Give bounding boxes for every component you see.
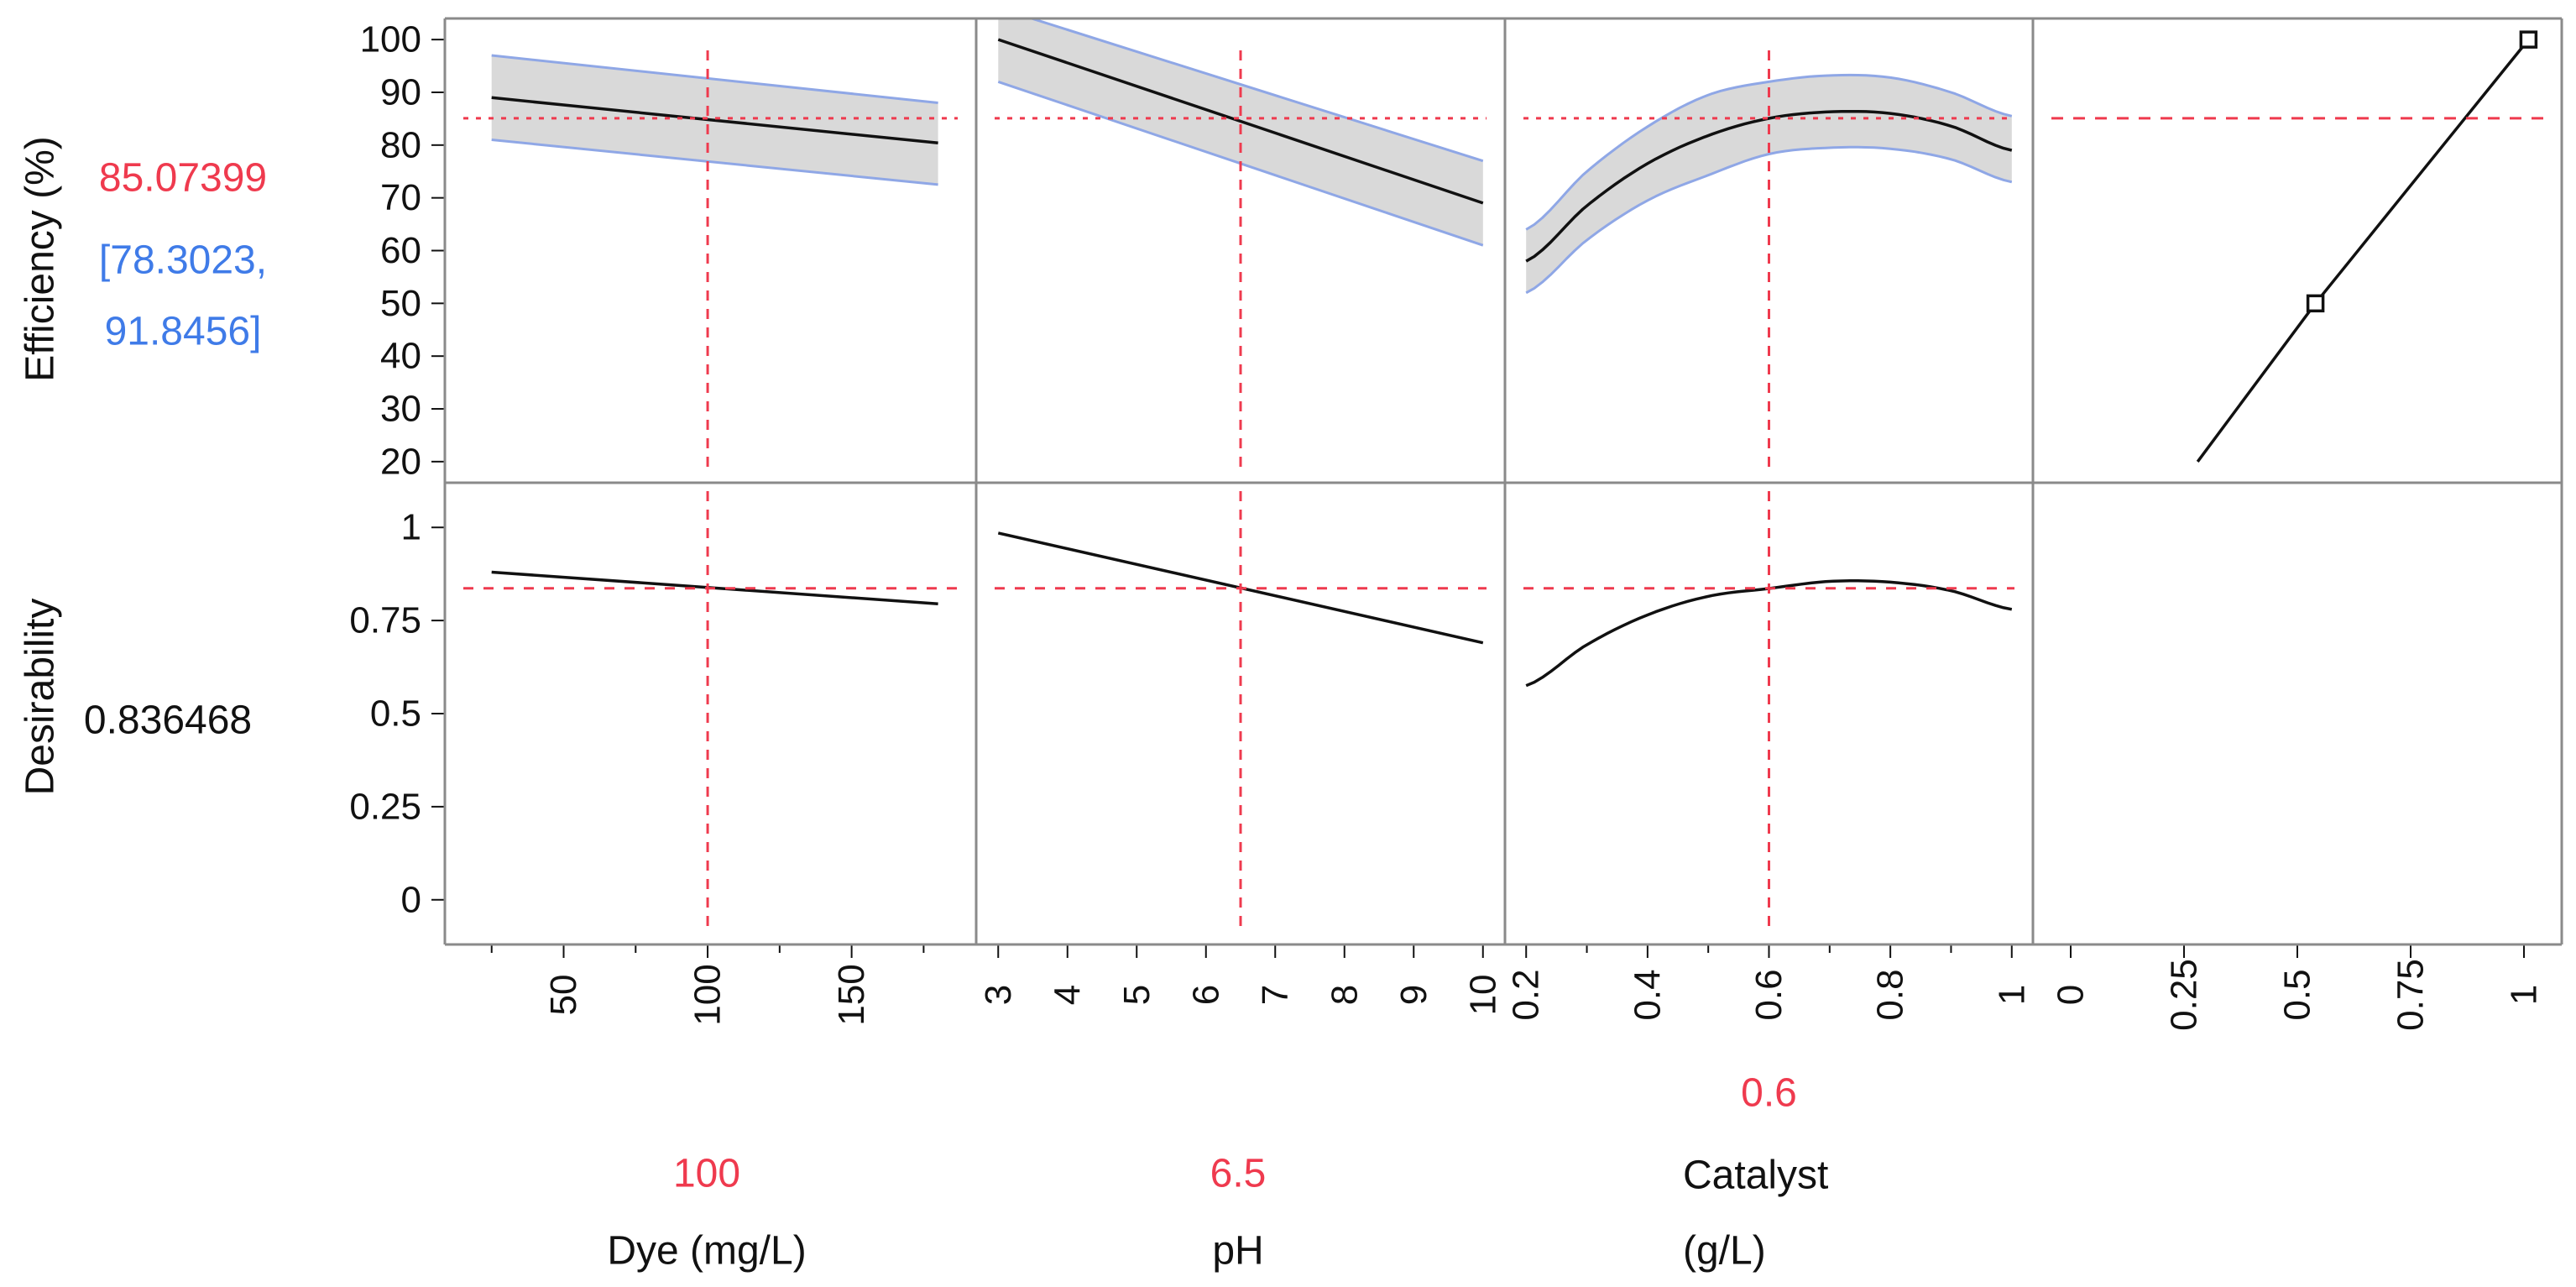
factor-panel-2 [1523, 50, 2014, 928]
x-tick-label: 10 [1462, 975, 1503, 1016]
efficiency-y-tick-label: 70 [380, 177, 421, 218]
confidence-band-upper [1525, 73, 2013, 231]
factor-panel-0 [463, 50, 958, 928]
x-tick-label: 0.6 [1748, 969, 1790, 1020]
x-tick-label: 5 [1116, 985, 1157, 1005]
x-tick-label: 150 [831, 964, 872, 1025]
dye-current-value: 100 [673, 1152, 740, 1196]
dye-factor-label: Dye (mg/L) [607, 1229, 806, 1274]
x-tick-label: 1 [1991, 985, 2032, 1005]
efficiency-current-value: 85.07399 [99, 156, 267, 201]
desirability-curve [1525, 579, 2013, 688]
efficiency-ci-upper: 91.8456] [105, 310, 262, 354]
efficiency-y-tick-label: 80 [380, 124, 421, 165]
x-tick-label: 0.75 [2391, 959, 2432, 1031]
desirability-function-line [2196, 39, 2530, 463]
efficiency-curve [1525, 109, 2013, 263]
x-tick-label: 3 [978, 985, 1019, 1005]
desirability-y-tick-label: 1 [401, 507, 421, 548]
desirability-current-value: 0.836468 [84, 698, 252, 743]
x-tick-label: 7 [1255, 985, 1296, 1005]
efficiency-y-tick-label: 90 [380, 71, 421, 112]
catalyst-factor-label-line2: (g/L) [1683, 1229, 1766, 1274]
efficiency-curve [997, 38, 1484, 205]
efficiency-y-tick-label: 100 [360, 19, 421, 60]
confidence-band-upper [1027, 18, 1484, 163]
x-tick-label: 0.4 [1627, 969, 1668, 1020]
x-tick-label: 0.2 [1506, 969, 1547, 1020]
efficiency-axis-title: Efficiency (%) [18, 136, 63, 382]
x-tick-label: 0.25 [2164, 959, 2205, 1031]
x-tick-label: 0.8 [1870, 969, 1911, 1020]
desirability-axis-title: Desirability [18, 599, 63, 796]
factor-panel-3 [2051, 30, 2543, 463]
desirability-control-point [2519, 30, 2538, 49]
confidence-band-lower [1525, 145, 2013, 295]
efficiency-y-tick-label: 40 [380, 336, 421, 377]
efficiency-y-tick-label: 50 [380, 283, 421, 324]
desirability-control-point [2306, 294, 2325, 313]
desirability-y-tick-label: 0.5 [370, 693, 421, 735]
desirability-y-tick-label: 0 [401, 879, 421, 920]
x-tick-label: 4 [1047, 985, 1088, 1005]
efficiency-y-tick-label: 30 [380, 389, 421, 430]
confidence-band-lower [491, 139, 938, 186]
ph-factor-label: pH [1212, 1229, 1263, 1274]
factor-panel-1 [995, 18, 1487, 928]
x-tick-label: 1 [2504, 985, 2545, 1005]
x-tick-label: 50 [543, 975, 584, 1016]
efficiency-y-tick-label: 20 [380, 441, 421, 482]
efficiency-ci-lower: [78.3023, [99, 238, 267, 283]
x-tick-label: 0.5 [2277, 969, 2318, 1020]
x-tick-label: 0 [2051, 985, 2092, 1005]
x-tick-label: 9 [1393, 985, 1434, 1005]
x-tick-label: 100 [687, 964, 729, 1025]
desirability-y-tick-label: 0.25 [349, 786, 421, 827]
efficiency-curve [491, 96, 938, 145]
confidence-band [1526, 75, 2012, 293]
efficiency-y-tick-label: 60 [380, 230, 421, 271]
x-tick-label: 6 [1185, 985, 1226, 1005]
ph-current-value: 6.5 [1210, 1152, 1267, 1196]
catalyst-current-value: 0.6 [1741, 1071, 1797, 1116]
desirability-y-tick-label: 0.75 [349, 600, 421, 641]
confidence-band-upper [491, 54, 938, 104]
x-tick-label: 8 [1324, 985, 1365, 1005]
catalyst-factor-label-line1: Catalyst [1683, 1154, 1828, 1198]
